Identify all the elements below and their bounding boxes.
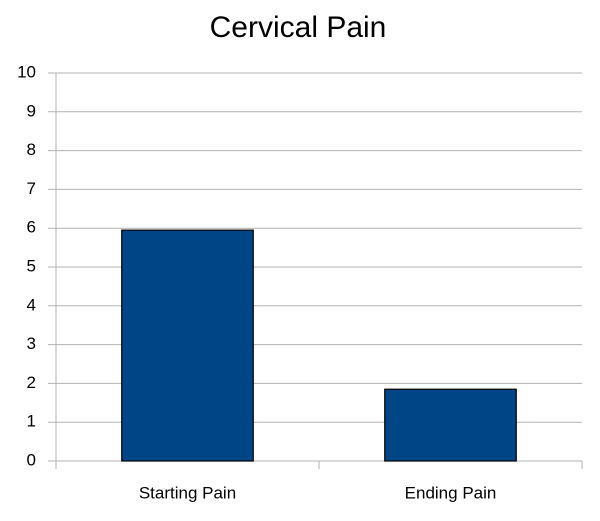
- y-tick-label: 7: [27, 179, 36, 198]
- y-tick-label: 9: [27, 101, 36, 120]
- x-tick-label: Starting Pain: [139, 483, 236, 502]
- y-tick-label: 10: [17, 62, 36, 81]
- chart-title: Cervical Pain: [210, 11, 387, 44]
- bar: [384, 388, 517, 462]
- y-tick-label: 1: [27, 412, 36, 431]
- y-tick-label: 3: [27, 334, 36, 353]
- y-tick-label: 8: [27, 140, 36, 159]
- y-tick-label: 4: [27, 295, 36, 314]
- y-tick-label: 5: [27, 256, 36, 275]
- x-tick-label: Ending Pain: [405, 483, 497, 502]
- y-tick-label: 6: [27, 218, 36, 237]
- y-tick-label: 2: [27, 373, 36, 392]
- y-tick-label: 0: [27, 450, 36, 469]
- bar: [121, 229, 254, 462]
